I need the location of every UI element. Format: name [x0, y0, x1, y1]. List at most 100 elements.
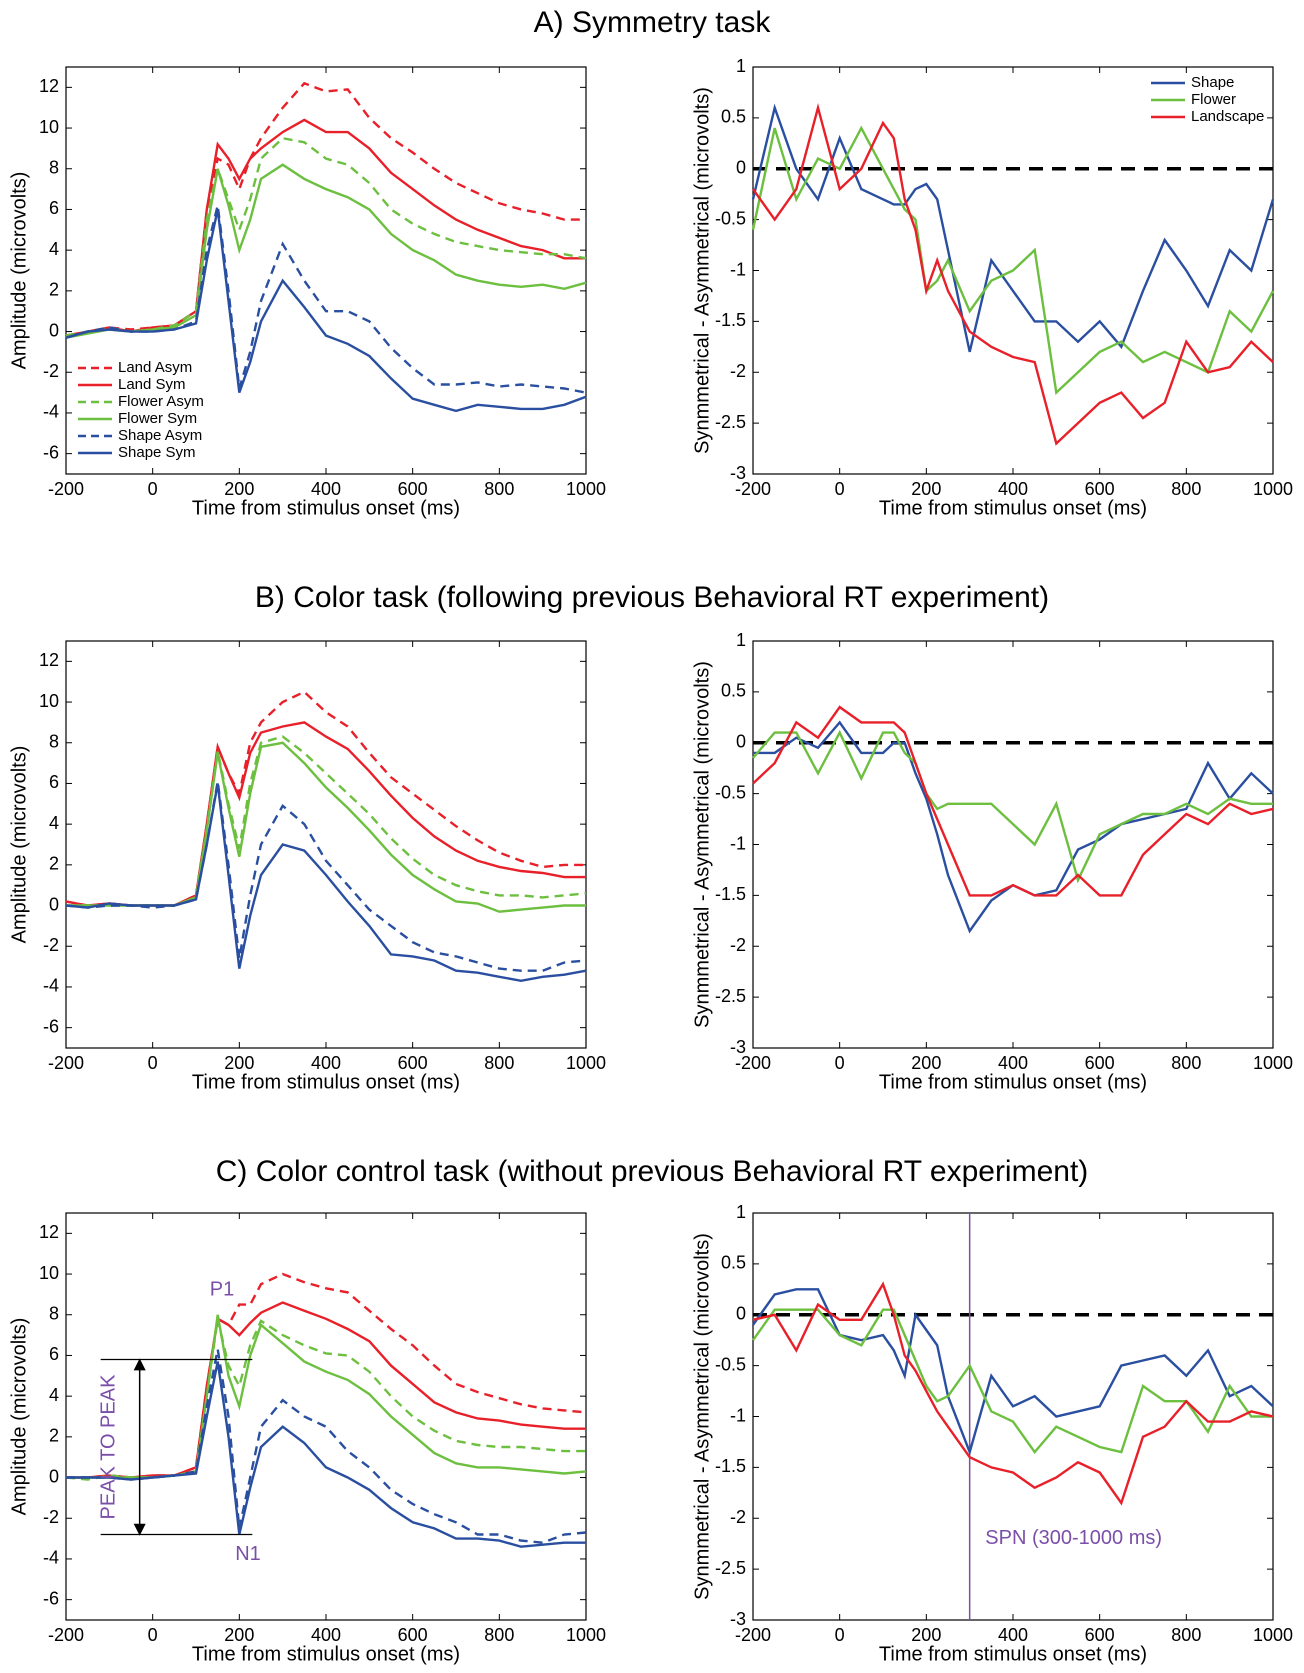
y-axis-label: Synmmetrical - Asymmetrical (microvolts) — [691, 87, 713, 454]
x-tick-label: 1000 — [566, 1625, 606, 1645]
x-tick-label: 600 — [398, 479, 428, 499]
data-line — [66, 1314, 587, 1479]
y-tick-label: -4 — [43, 976, 59, 996]
x-tick-label: -200 — [48, 479, 84, 499]
y-tick-label: 1 — [736, 56, 746, 76]
x-tick-label: 200 — [911, 1625, 941, 1645]
y-tick-label: 0.5 — [721, 107, 746, 127]
x-tick-label: 600 — [398, 1625, 428, 1645]
x-tick-label: 400 — [998, 1053, 1028, 1073]
data-line — [753, 720, 1274, 934]
y-tick-label: -4 — [43, 1548, 59, 1568]
y-tick-label: -2 — [730, 361, 746, 381]
x-axis-label: Time from stimulus onset (ms) — [192, 1643, 460, 1665]
y-tick-label: 12 — [39, 76, 59, 96]
x-tick-label: 0 — [148, 1053, 158, 1073]
data-line — [65, 81, 586, 337]
y-tick-label: 6 — [49, 772, 59, 792]
y-tick-label: 4 — [49, 813, 59, 833]
section-title: A) Symmetry task — [534, 6, 772, 39]
y-tick-label: -4 — [43, 402, 59, 422]
y-tick-label: -0.5 — [715, 782, 746, 802]
x-tick-label: 800 — [484, 479, 514, 499]
y-tick-label: 0 — [49, 320, 59, 340]
legend-label: Shape — [1191, 74, 1234, 91]
data-line — [752, 1308, 1273, 1455]
data-line — [65, 721, 586, 907]
data-line — [65, 118, 586, 337]
plot-frame — [752, 640, 1274, 1049]
y-tick-label: 6 — [49, 198, 59, 218]
y-tick-label: -2 — [730, 1507, 746, 1527]
x-tick-label: 800 — [1171, 1053, 1201, 1073]
legend-label: Shape Asym — [118, 427, 202, 444]
y-tick-label: 1 — [736, 630, 746, 650]
x-tick-label: 400 — [311, 1625, 341, 1645]
y-tick-label: 0 — [736, 158, 746, 178]
y-tick-label: 4 — [49, 239, 59, 259]
y-tick-label: -1.5 — [715, 310, 746, 330]
data-line — [66, 735, 587, 907]
x-axis-label: Time from stimulus onset (ms) — [192, 1071, 460, 1093]
data-line — [65, 163, 587, 339]
y-tick-label: -1.5 — [715, 884, 746, 904]
y-tick-label: 1 — [736, 1202, 746, 1222]
x-tick-label: 1000 — [566, 479, 606, 499]
data-line — [66, 1361, 586, 1548]
y-tick-label: -3 — [730, 463, 746, 483]
x-tick-label: 600 — [1085, 1625, 1115, 1645]
x-tick-label: 200 — [224, 479, 254, 499]
data-line — [66, 741, 586, 913]
y-tick-label: 0.5 — [721, 681, 746, 701]
x-tick-label: 200 — [224, 1625, 254, 1645]
y-tick-label: -2 — [730, 935, 746, 955]
y-tick-label: -1 — [730, 833, 746, 853]
x-tick-label: 800 — [484, 1625, 514, 1645]
y-tick-label: 12 — [39, 650, 59, 670]
y-axis-label: Synmmetrical - Asymmetrical (microvolts) — [691, 661, 713, 1028]
x-tick-label: 600 — [398, 1053, 428, 1073]
y-tick-label: 0.5 — [721, 1253, 746, 1273]
plot-frame — [65, 640, 587, 1049]
y-tick-label: 8 — [49, 732, 59, 752]
data-line — [66, 1301, 586, 1479]
y-tick-label: -3 — [730, 1037, 746, 1057]
x-tick-label: 1000 — [1253, 479, 1293, 499]
y-tick-label: -1.5 — [715, 1456, 746, 1476]
x-tick-label: -200 — [735, 479, 771, 499]
data-line — [65, 783, 587, 983]
y-tick-label: -0.5 — [715, 208, 746, 228]
plot-frame — [752, 1212, 1274, 1621]
x-tick-label: 0 — [835, 1625, 845, 1645]
y-tick-label: -6 — [43, 1016, 59, 1036]
legend-label: Land Sym — [118, 376, 186, 393]
y-axis-label: Synmmetrical - Asymmetrical (microvolts) — [691, 1233, 713, 1600]
legend-label: Landscape — [1191, 108, 1264, 125]
x-tick-label: -200 — [735, 1053, 771, 1073]
legend-label: Land Asym — [118, 359, 192, 376]
y-tick-label: 0 — [736, 732, 746, 752]
x-tick-label: 0 — [148, 1625, 158, 1645]
legend-label: Flower Sym — [118, 410, 197, 427]
section-title: C) Color control task (without previous … — [216, 1155, 1089, 1188]
y-tick-label: -2 — [43, 1507, 59, 1527]
x-axis-label: Time from stimulus onset (ms) — [879, 1071, 1147, 1093]
x-tick-label: 1000 — [566, 1053, 606, 1073]
y-tick-label: -6 — [43, 442, 59, 462]
y-tick-label: 6 — [49, 1344, 59, 1364]
y-tick-label: 8 — [49, 1304, 59, 1324]
y-tick-label: 8 — [49, 158, 59, 178]
section-title: B) Color task (following previous Behavi… — [255, 581, 1049, 614]
x-tick-label: 800 — [1171, 479, 1201, 499]
x-tick-label: 0 — [835, 1053, 845, 1073]
x-tick-label: 200 — [911, 479, 941, 499]
legend-label: Flower Asym — [118, 393, 204, 410]
data-line — [65, 209, 587, 413]
data-line — [752, 1288, 1274, 1456]
plot-frame — [65, 1212, 587, 1621]
y-axis-label: Amplitude (microvolts) — [8, 746, 30, 944]
annotation: PEAK TO PEAK — [98, 1374, 120, 1520]
x-tick-label: 0 — [835, 479, 845, 499]
data-line — [65, 205, 587, 394]
